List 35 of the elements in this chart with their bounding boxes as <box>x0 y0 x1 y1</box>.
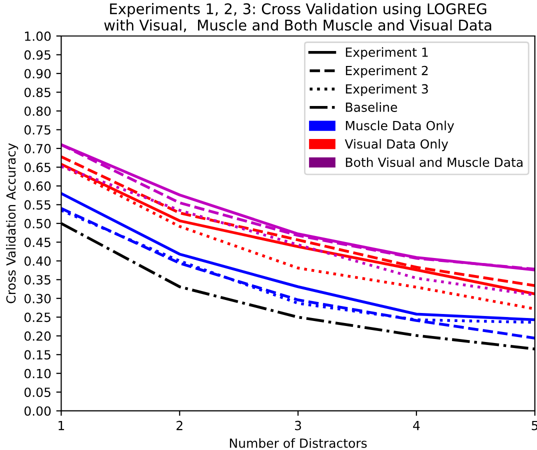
legend-label: Visual Data Only <box>344 138 448 152</box>
x-tick-label: 3 <box>295 420 302 430</box>
x-tick-label: 2 <box>176 420 182 430</box>
y-tick-label: 0.80 <box>24 106 51 116</box>
y-tick-label: 0.40 <box>24 256 51 266</box>
y-tick-label: 0.75 <box>24 125 50 135</box>
y-tick-label: 0.60 <box>24 181 51 191</box>
legend-label: Both Visual and Muscle Data <box>346 157 522 168</box>
y-tick-label: 0.50 <box>24 218 51 228</box>
y-tick-label: 0.25 <box>24 312 50 322</box>
legend-label: Muscle Data Only <box>346 120 454 133</box>
y-tick-label: 0.55 <box>24 200 50 210</box>
y-tick-label: 0.10 <box>24 368 51 378</box>
x-tick-label: 4 <box>413 420 420 430</box>
legend-label: Experiment 2 <box>346 66 428 78</box>
x-axis-title: Number of Distractors <box>230 438 367 448</box>
y-tick-label: 0.20 <box>24 331 51 341</box>
chart-title: Experiments 1, 2, 3: Cross Validation using LOGREG with Visual, Muscle and Both Muscle and Visual Data <box>104 3 492 32</box>
y-tick-label: 0.05 <box>24 388 50 398</box>
y-tick-label: 0.45 <box>24 238 50 248</box>
y-axis-title: Cross Validation Accuracy <box>6 143 18 304</box>
y-tick-label: 1.00 <box>25 31 51 41</box>
y-tick-label: 0.65 <box>24 162 50 172</box>
legend-label: Experiment 3 <box>346 84 428 96</box>
legend-label: Experiment 1 <box>346 47 428 60</box>
y-tick-label: 0.35 <box>24 275 50 285</box>
y-tick-label: 0.90 <box>24 68 51 78</box>
y-tick-label: 0.30 <box>24 294 51 304</box>
legend-label: Baseline <box>346 102 398 112</box>
y-tick-label: 0.95 <box>24 50 50 60</box>
y-tick-label: 0.85 <box>24 88 50 98</box>
y-tick-label: 0.70 <box>24 144 51 154</box>
x-tick-label: 1 <box>58 420 64 430</box>
y-tick-label: 0.00 <box>24 406 51 416</box>
y-tick-label: 0.15 <box>24 350 50 360</box>
